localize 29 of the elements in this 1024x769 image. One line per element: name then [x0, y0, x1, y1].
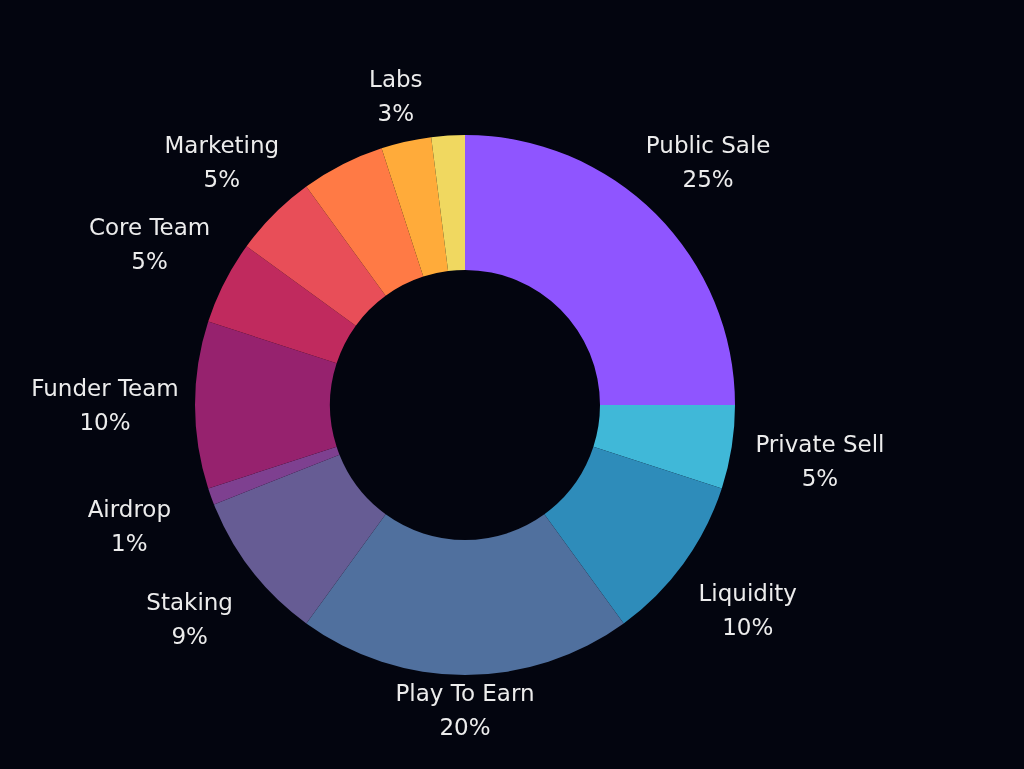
data-label: 9%: [171, 622, 208, 649]
donut-slice: [593, 405, 735, 489]
slice-label: Public Sale: [645, 131, 771, 158]
donut-slice: [208, 246, 356, 364]
data-label: 1%: [111, 529, 148, 556]
donut-slice: [195, 321, 337, 489]
slice-label: Funder Team: [31, 375, 179, 401]
data-label: 10%: [79, 409, 131, 435]
donut-slice: [208, 446, 340, 505]
slice-label: Play To Earn: [395, 680, 535, 706]
slice-label: Core Team: [88, 214, 211, 241]
donut-slice: [431, 135, 465, 272]
slice-label: Private Sell: [755, 431, 885, 458]
slice-label: Marketing: [164, 131, 280, 158]
donut-slice: [246, 186, 386, 326]
data-label: 5%: [131, 248, 168, 275]
data-label: 5%: [203, 165, 241, 192]
slice-label: Labs: [369, 65, 423, 92]
data-label: 10%: [722, 614, 774, 641]
donut-slice: [306, 148, 424, 296]
slice-label: Staking: [146, 588, 233, 615]
donut-slice: [381, 137, 449, 277]
data-label: 25%: [682, 165, 734, 192]
data-label: 5%: [801, 465, 839, 492]
slice-label: Airdrop: [87, 495, 172, 522]
data-label: 3%: [377, 99, 415, 126]
data-label: 20%: [439, 714, 491, 740]
donut-slice: [306, 514, 624, 675]
slice-label: Liquidity: [698, 580, 797, 607]
